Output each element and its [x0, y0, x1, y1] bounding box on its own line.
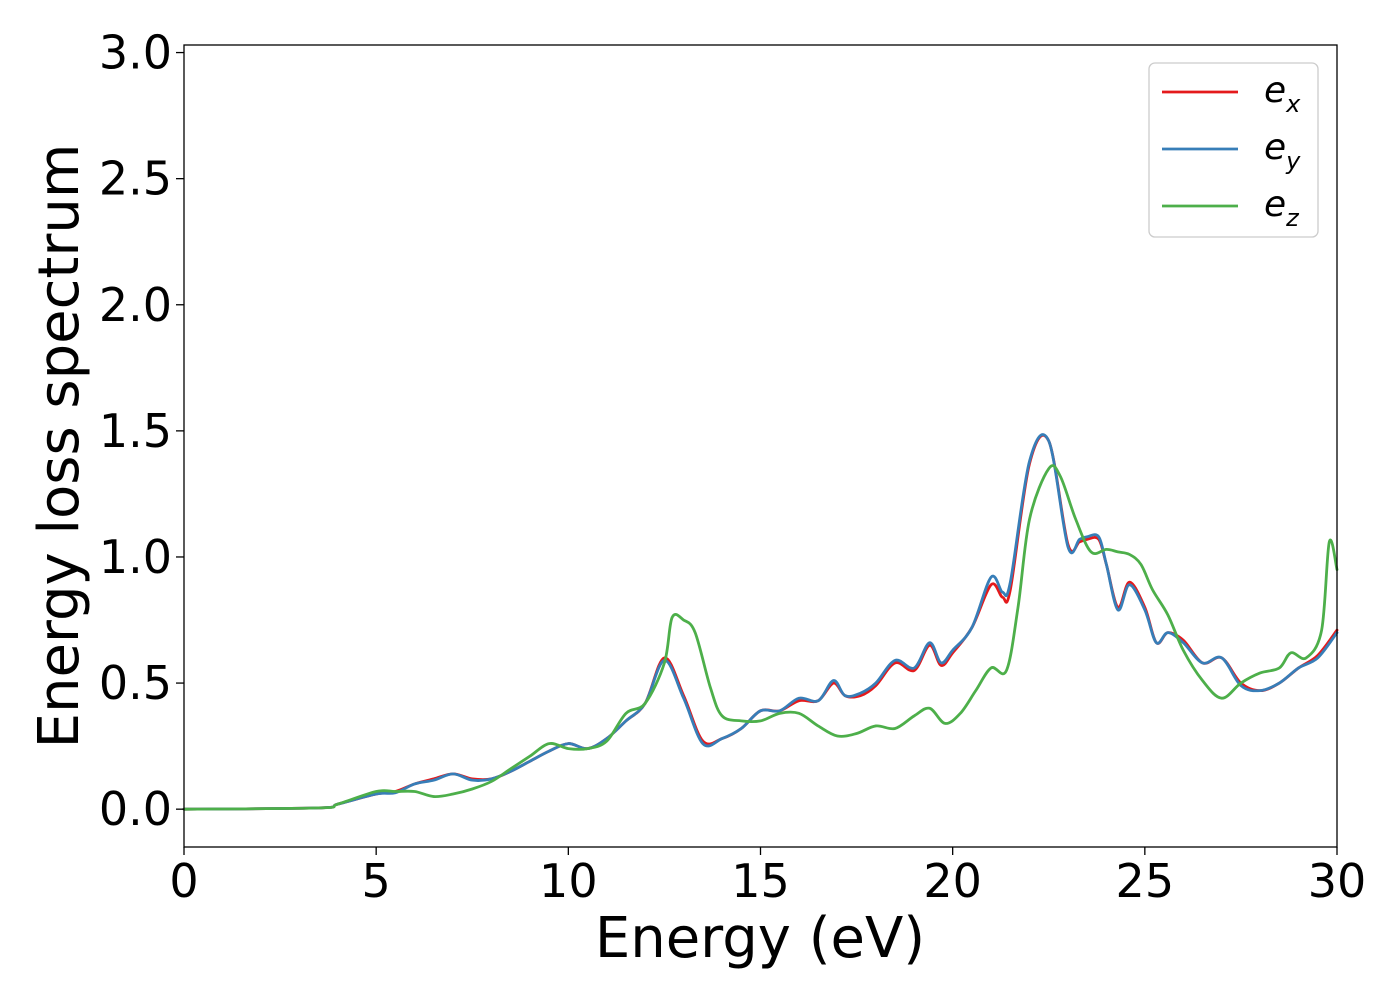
legend-label-y: ey: [1264, 127, 1301, 175]
y-tick-label: 1.5: [99, 404, 172, 458]
y-tick-label: 2.0: [99, 278, 172, 332]
x-axis-title: Energy (eV): [595, 906, 925, 971]
legend-label-sub: z: [1285, 204, 1300, 232]
x-tick-label: 20: [923, 854, 982, 908]
legend-label-sub: y: [1285, 147, 1301, 175]
legend-label-base: e: [1264, 127, 1286, 168]
tick-layer: 0 5 10 15 20 25 30 0.0 0.5 1.0 1.5 2.0 2.5 3.0: [99, 26, 1366, 908]
series-line-z: [182, 464, 1339, 811]
y-tick-label: 0.5: [99, 656, 172, 710]
legend-label-x: ex: [1264, 70, 1301, 118]
y-tick-label: 1.0: [99, 530, 172, 584]
y-axis-title: Energy loss spectrum: [27, 144, 92, 749]
y-tick-label: 3.0: [99, 26, 172, 80]
x-tick-label: 25: [1116, 854, 1175, 908]
series-layer: [182, 433, 1339, 811]
legend-label-z: ez: [1264, 184, 1300, 232]
legend-label-base: e: [1264, 70, 1286, 111]
series-line-y: [182, 433, 1339, 811]
x-tick-label: 15: [731, 854, 790, 908]
x-tick-label: 5: [362, 854, 391, 908]
x-tick-label: 10: [539, 854, 598, 908]
y-tick-label: 0.0: [99, 782, 172, 836]
x-tick-label: 0: [169, 854, 198, 908]
y-tick-label: 2.5: [99, 152, 172, 206]
legend-label-sub: x: [1285, 90, 1301, 118]
plot-area: [184, 45, 1337, 847]
x-tick-label: 30: [1308, 854, 1367, 908]
legend-label-base: e: [1264, 184, 1286, 225]
